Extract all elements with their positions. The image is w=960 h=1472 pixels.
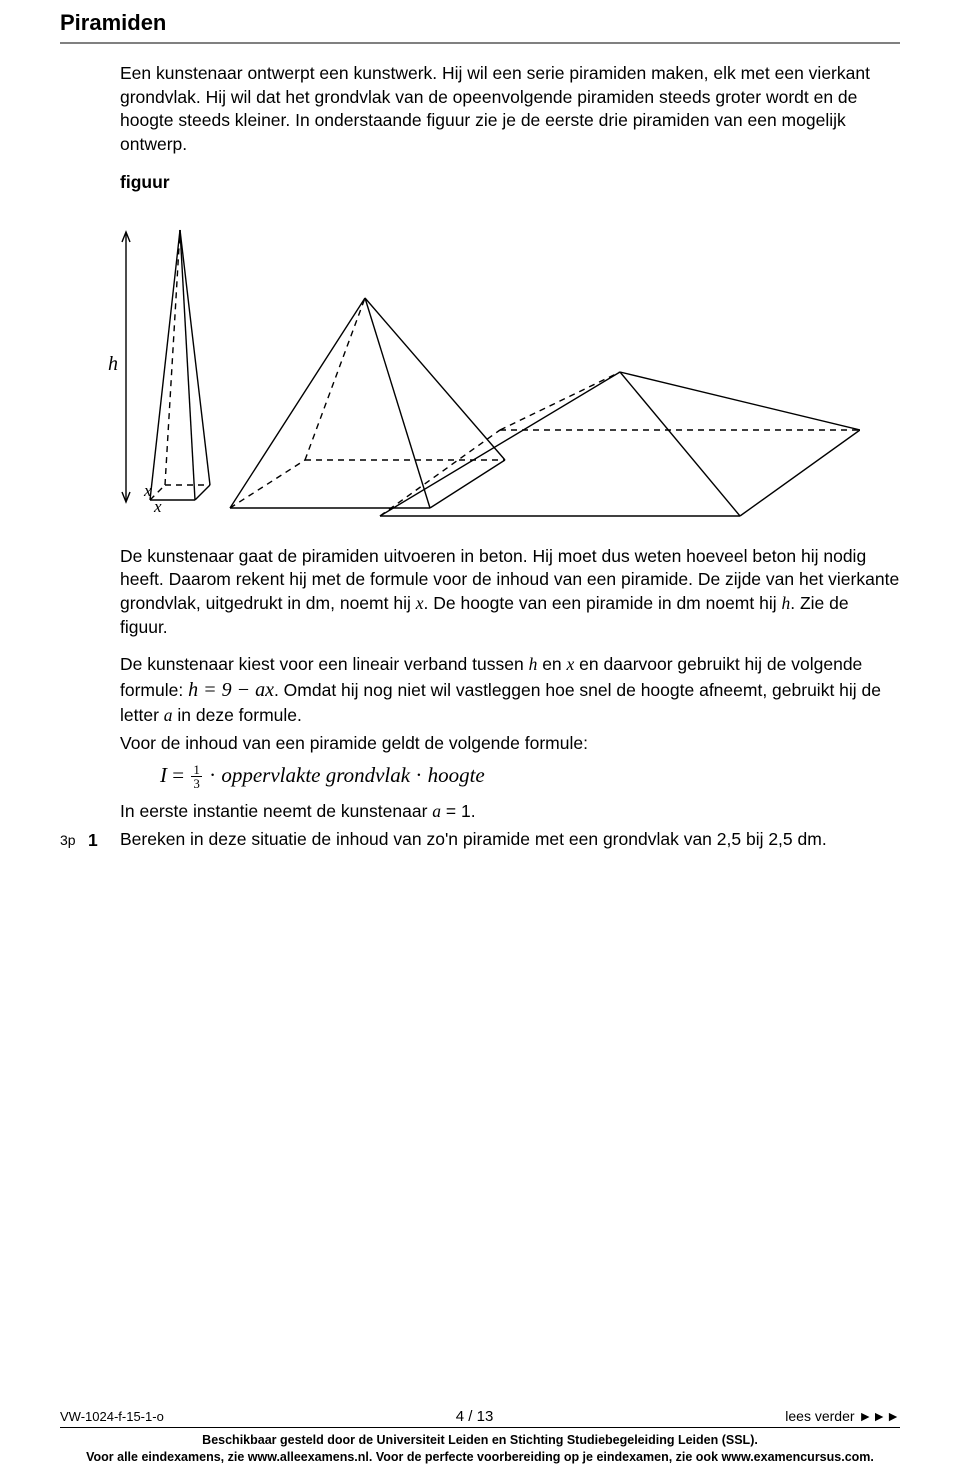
- body-paragraph-3: Voor de inhoud van een piramide geldt de…: [120, 732, 900, 756]
- formula-term1: oppervlakte grondvlak: [221, 763, 410, 787]
- frac-den: 3: [191, 777, 202, 790]
- p4-t1: In eerste instantie neemt de kunstenaar: [120, 801, 432, 821]
- footer-page: 4 / 13: [456, 1408, 494, 1425]
- footer-row: VW-1024-f-15-1-o 4 / 13 lees verder ►►►: [60, 1408, 900, 1425]
- p2-t1: De kunstenaar kiest voor een lineair ver…: [120, 654, 529, 674]
- p1-x: x: [416, 593, 424, 613]
- body-paragraph-2: De kunstenaar kiest voor een lineair ver…: [120, 653, 900, 727]
- footer-rule: [60, 1427, 900, 1428]
- question-text: Bereken in deze situatie de inhoud van z…: [120, 828, 900, 852]
- p4-a: a: [432, 801, 441, 821]
- pyramids-svg: h x x: [100, 200, 860, 520]
- footer-credit-line1: Beschikbaar gesteld door de Universiteit…: [202, 1433, 758, 1447]
- content-block: Een kunstenaar ontwerpt een kunstwerk. H…: [120, 62, 900, 852]
- question-number: 1: [88, 828, 120, 853]
- p2-formula: h = 9 − ax: [188, 679, 274, 701]
- p2-t5: in deze formule.: [173, 705, 302, 725]
- formula-dot2: ·: [410, 763, 428, 787]
- formula-term2: hoogte: [428, 763, 485, 787]
- title-rule: [60, 42, 900, 44]
- figure-h-label: h: [108, 353, 118, 375]
- footer-credit-line2: Voor alle eindexamens, zie www.alleexame…: [86, 1450, 874, 1464]
- body-paragraph-4: In eerste instantie neemt de kunstenaar …: [120, 800, 900, 824]
- figure-label: figuur: [120, 171, 900, 195]
- p2-t2: en: [537, 654, 566, 674]
- pyramids-figure: h x x: [100, 200, 900, 527]
- question-row: 3p 1 Bereken in deze situatie de inhoud …: [120, 828, 900, 853]
- body-paragraph-1: De kunstenaar gaat de piramiden uitvoere…: [120, 545, 900, 640]
- question-points: 3p: [60, 828, 88, 850]
- formula-eq: =: [167, 763, 189, 787]
- frac-num: 1: [191, 763, 202, 777]
- p1-t2: . De hoogte van een piramide in dm noemt…: [424, 593, 782, 613]
- figure-x2-label: x: [153, 497, 162, 516]
- formula-dot1: ·: [204, 763, 222, 787]
- footer-next: lees verder ►►►: [785, 1408, 900, 1424]
- p2-a: a: [164, 705, 173, 725]
- formula-I: I: [160, 763, 167, 787]
- footer-credits: Beschikbaar gesteld door de Universiteit…: [60, 1432, 900, 1466]
- volume-formula: I = 13 · oppervlakte grondvlak · hoogte: [160, 761, 900, 790]
- p4-t2: = 1.: [441, 801, 476, 821]
- page-footer: VW-1024-f-15-1-o 4 / 13 lees verder ►►► …: [0, 1408, 960, 1472]
- footer-code: VW-1024-f-15-1-o: [60, 1409, 164, 1424]
- page-title: Piramiden: [60, 10, 900, 36]
- intro-paragraph: Een kunstenaar ontwerpt een kunstwerk. H…: [120, 62, 900, 157]
- p1-h: h: [781, 593, 790, 613]
- figure-x1-label: x: [143, 481, 152, 500]
- exam-page: Piramiden Een kunstenaar ontwerpt een ku…: [0, 0, 960, 1472]
